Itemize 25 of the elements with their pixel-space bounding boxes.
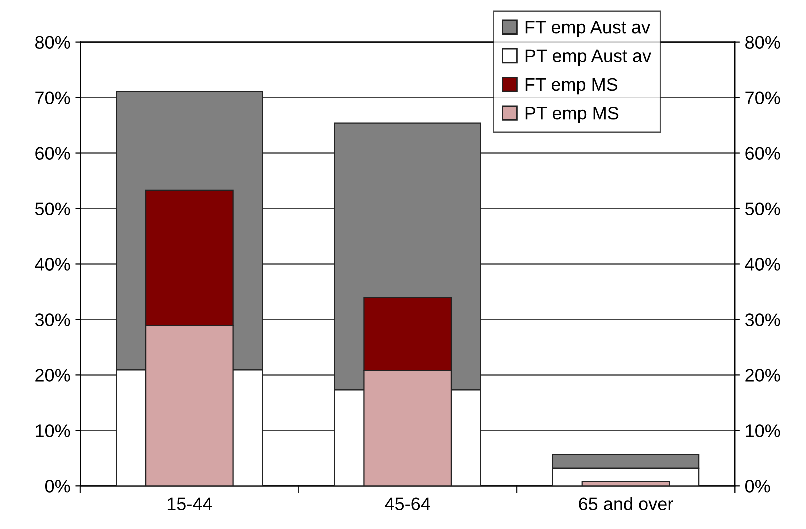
y-tick-label: 20% [36, 369, 70, 382]
y2-tick-label: 60% [746, 147, 780, 160]
legend-label: PT emp Aust av [526, 50, 652, 66]
y2-tick-label: 50% [746, 202, 780, 216]
legend-label: FT emp Aust av [526, 21, 650, 38]
y-tick-label: 0% [45, 480, 70, 493]
y2-tick-label: 20% [746, 369, 780, 382]
x-tick-label: 15-44 [168, 498, 212, 511]
y2-tick-label: 0% [746, 480, 770, 493]
y-tick-label: 50% [35, 202, 70, 216]
y2-tick-label: 30% [745, 314, 780, 326]
y-tick-label: 60% [36, 147, 70, 160]
x-tick-label: 45-64 [385, 498, 430, 511]
y-tick-label: 70% [36, 92, 70, 105]
y2-tick-label: 40% [745, 258, 780, 271]
y2-tick-label: 10% [746, 424, 780, 438]
legend-label: PT emp MS [526, 106, 619, 124]
x-tick-label: 65 and over [579, 497, 674, 511]
y2-tick-label: 80% [746, 36, 780, 50]
y2-tick-label: 70% [746, 92, 780, 105]
y-tick-label: 40% [35, 258, 70, 271]
legend-label: FT emp MS [526, 78, 618, 95]
y-tick-label: 30% [35, 314, 70, 326]
y-tick-label: 80% [36, 36, 70, 50]
y-tick-label: 10% [36, 424, 70, 438]
